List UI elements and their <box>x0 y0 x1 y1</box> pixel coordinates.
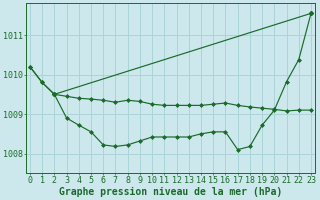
X-axis label: Graphe pression niveau de la mer (hPa): Graphe pression niveau de la mer (hPa) <box>59 186 282 197</box>
